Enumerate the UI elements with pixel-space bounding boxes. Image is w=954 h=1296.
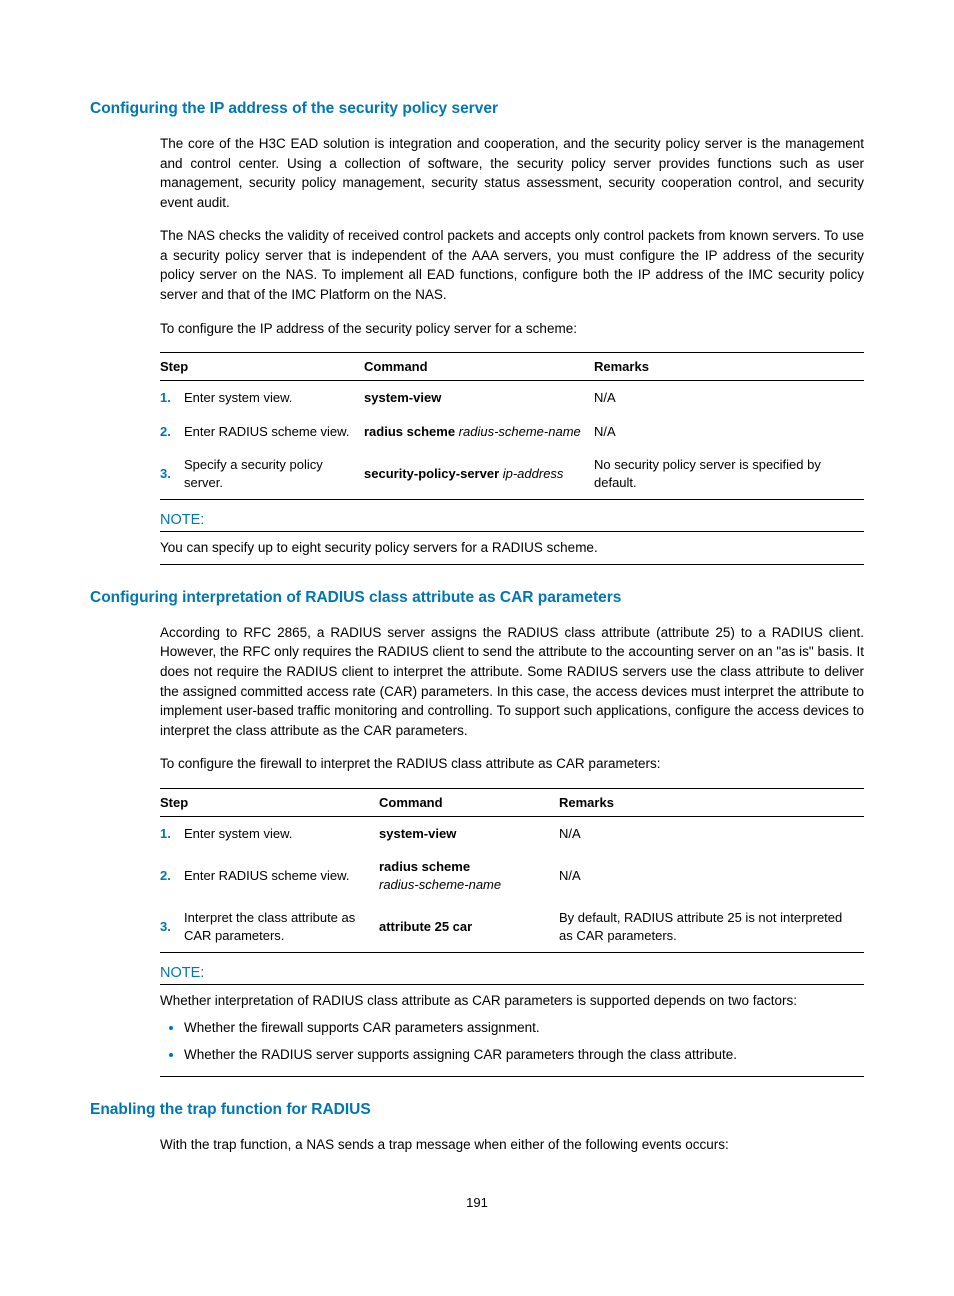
note-body: You can specify up to eight security pol… [160, 538, 864, 565]
note-list: Whether the firewall supports CAR parame… [160, 1017, 864, 1064]
step-number: 2. [160, 415, 184, 449]
step-remarks: N/A [559, 816, 864, 850]
step-cmd: attribute 25 car [379, 901, 559, 953]
table-row: 1. Enter system view. system-view N/A [160, 816, 864, 850]
section-car-params: Configuring interpretation of RADIUS cla… [90, 589, 864, 1077]
step-desc: Specify a security policy server. [184, 448, 364, 500]
section-trap-function: Enabling the trap function for RADIUS Wi… [90, 1101, 864, 1155]
paragraph: The NAS checks the validity of received … [90, 226, 864, 304]
step-desc: Interpret the class attribute as CAR par… [184, 901, 379, 953]
paragraph: To configure the IP address of the secur… [90, 319, 864, 339]
table-car-config: Step Command Remarks 1. Enter system vie… [160, 788, 864, 954]
note-list-item: Whether the RADIUS server supports assig… [184, 1044, 864, 1065]
step-number: 2. [160, 850, 184, 901]
step-number: 1. [160, 381, 184, 415]
paragraph: With the trap function, a NAS sends a tr… [90, 1135, 864, 1155]
heading-ip-address: Configuring the IP address of the securi… [90, 100, 864, 118]
step-remarks: No security policy server is specified b… [594, 448, 864, 500]
paragraph: According to RFC 2865, a RADIUS server a… [90, 623, 864, 740]
step-cmd: system-view [364, 381, 594, 415]
th-remarks: Remarks [559, 788, 864, 816]
th-command: Command [379, 788, 559, 816]
step-remarks: N/A [594, 381, 864, 415]
table-row: 1. Enter system view. system-view N/A [160, 381, 864, 415]
note-body: Whether interpretation of RADIUS class a… [160, 991, 864, 1077]
table-row: 2. Enter RADIUS scheme view. radius sche… [160, 415, 864, 449]
page-number: 191 [90, 1195, 864, 1210]
step-remarks: By default, RADIUS attribute 25 is not i… [559, 901, 864, 953]
step-cmd: system-view [379, 816, 559, 850]
paragraph: The core of the H3C EAD solution is inte… [90, 134, 864, 212]
step-number: 3. [160, 901, 184, 953]
step-number: 3. [160, 448, 184, 500]
th-step: Step [160, 353, 364, 381]
note-title: NOTE: [160, 512, 864, 532]
step-remarks: N/A [559, 850, 864, 901]
table-row: 3. Interpret the class attribute as CAR … [160, 901, 864, 953]
note-title: NOTE: [160, 965, 864, 985]
th-remarks: Remarks [594, 353, 864, 381]
step-number: 1. [160, 816, 184, 850]
th-step: Step [160, 788, 379, 816]
table-row: 3. Specify a security policy server. sec… [160, 448, 864, 500]
step-remarks: N/A [594, 415, 864, 449]
step-cmd: radius schemeradius-scheme-name [379, 850, 559, 901]
note-intro: Whether interpretation of RADIUS class a… [160, 993, 797, 1008]
step-cmd: radius scheme radius-scheme-name [364, 415, 594, 449]
table-row: 2. Enter RADIUS scheme view. radius sche… [160, 850, 864, 901]
section-ip-address: Configuring the IP address of the securi… [90, 100, 864, 565]
note-block: NOTE: Whether interpretation of RADIUS c… [160, 965, 864, 1077]
step-desc: Enter system view. [184, 816, 379, 850]
note-list-item: Whether the firewall supports CAR parame… [184, 1017, 864, 1038]
step-cmd: security-policy-server ip-address [364, 448, 594, 500]
step-desc: Enter system view. [184, 381, 364, 415]
step-desc: Enter RADIUS scheme view. [184, 850, 379, 901]
note-block: NOTE: You can specify up to eight securi… [160, 512, 864, 565]
table-ip-config: Step Command Remarks 1. Enter system vie… [160, 352, 864, 500]
step-desc: Enter RADIUS scheme view. [184, 415, 364, 449]
heading-trap-function: Enabling the trap function for RADIUS [90, 1101, 864, 1119]
heading-car-params: Configuring interpretation of RADIUS cla… [90, 589, 864, 607]
th-command: Command [364, 353, 594, 381]
document-page: Configuring the IP address of the securi… [0, 0, 954, 1260]
paragraph: To configure the firewall to interpret t… [90, 754, 864, 774]
